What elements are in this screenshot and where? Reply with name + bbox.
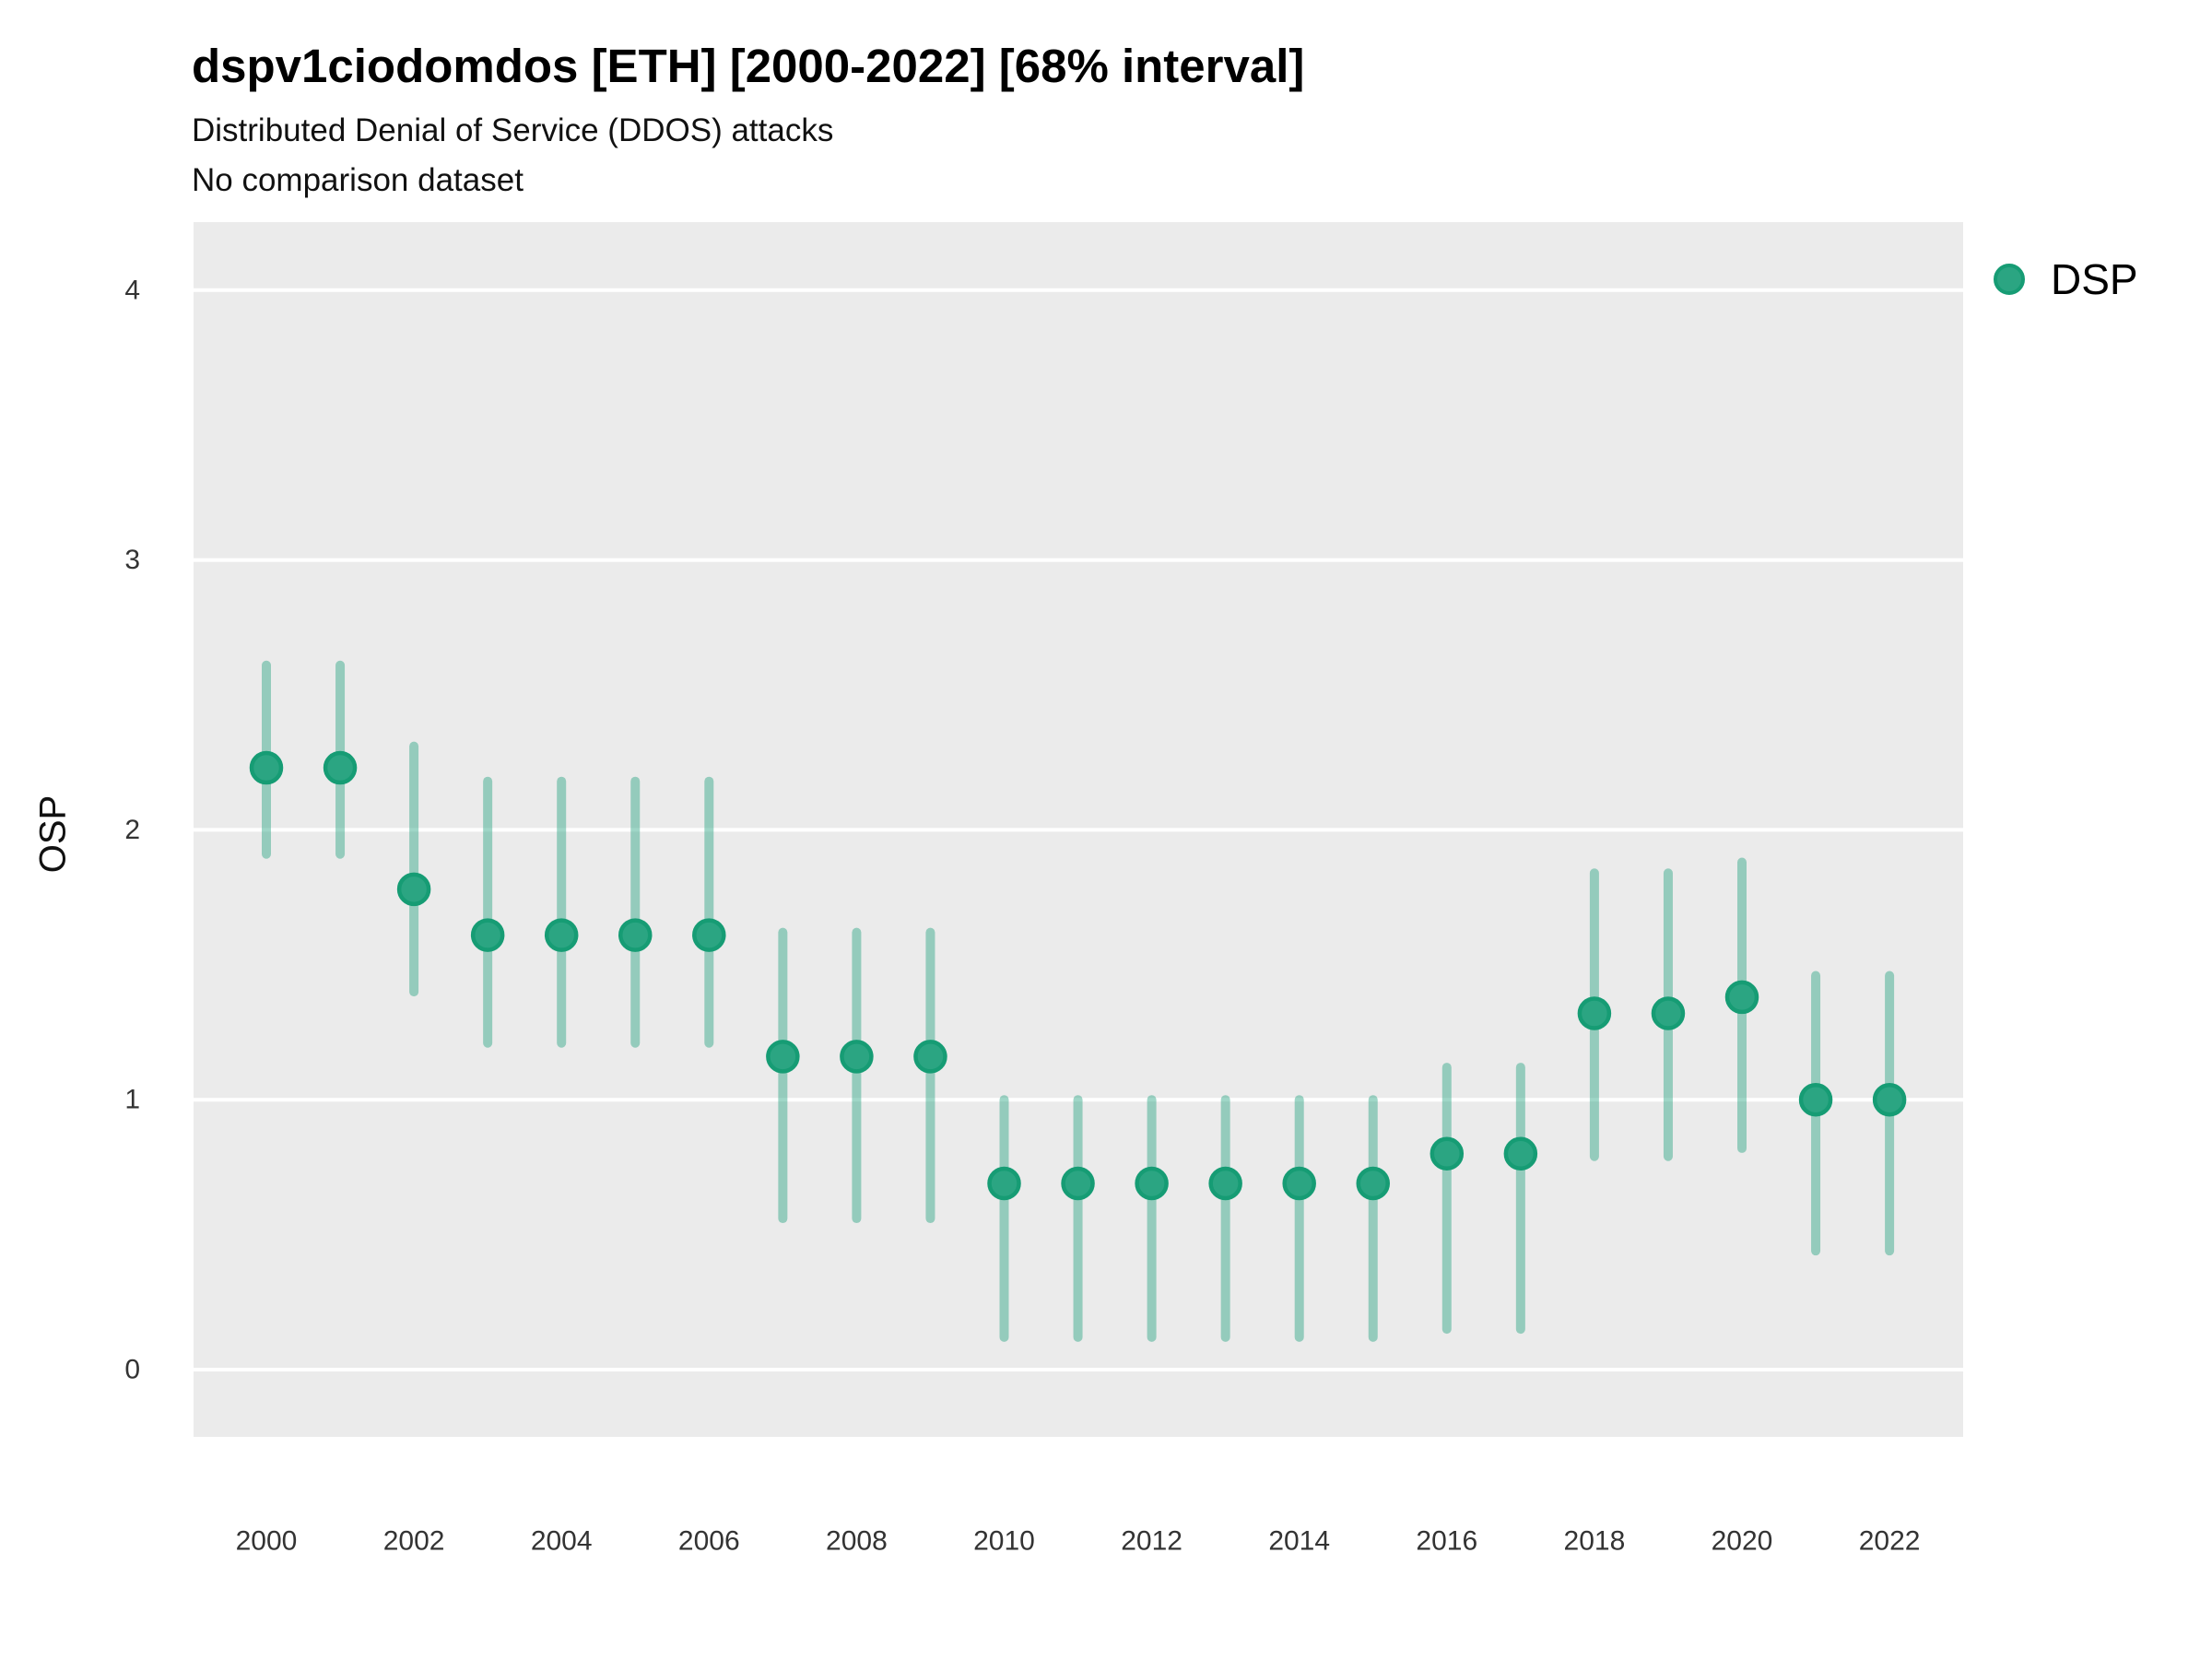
chart-note: No comparison dataset [192,162,524,198]
point-2006 [692,918,726,952]
x-tick-2018: 2018 [1564,1526,1626,1557]
point-2018 [1577,996,1612,1030]
point-2005 [618,918,653,952]
point-2008 [840,1040,874,1074]
y-tick-3: 3 [124,545,140,575]
y-tick-4: 4 [124,275,140,305]
point-2013 [1208,1166,1242,1201]
x-tick-2014: 2014 [1268,1526,1330,1557]
legend: DSP [1994,254,2138,304]
x-tick-2006: 2006 [678,1526,740,1557]
x-tick-2020: 2020 [1712,1526,1773,1557]
point-2001 [323,750,358,785]
point-2014 [1282,1166,1316,1201]
legend-circle-icon [1994,264,2025,295]
x-tick-2022: 2022 [1859,1526,1921,1557]
point-2022 [1872,1082,1907,1117]
point-2002 [396,872,431,907]
point-2004 [544,918,579,952]
point-2012 [1135,1166,1169,1201]
x-tick-2004: 2004 [531,1526,593,1557]
point-2021 [1798,1082,1833,1117]
point-2017 [1503,1136,1538,1171]
x-tick-2000: 2000 [236,1526,298,1557]
x-tick-2016: 2016 [1416,1526,1477,1557]
y-tick-0: 0 [124,1355,140,1385]
chart-title: dspv1ciodomdos [ETH] [2000-2022] [68% in… [192,40,1305,92]
point-2007 [766,1040,800,1074]
y-tick-2: 2 [124,815,140,845]
point-2015 [1356,1166,1390,1201]
point-2010 [987,1166,1021,1201]
point-2019 [1651,996,1686,1030]
point-2016 [1430,1136,1465,1171]
legend-label: DSP [2051,255,2138,303]
point-2009 [913,1040,947,1074]
x-tick-2012: 2012 [1121,1526,1182,1557]
point-2000 [249,750,284,785]
point-2011 [1061,1166,1095,1201]
y-tick-1: 1 [124,1085,140,1115]
x-tick-2002: 2002 [383,1526,445,1557]
x-tick-2010: 2010 [973,1526,1035,1557]
point-2020 [1724,980,1759,1015]
chart-subtitle: Distributed Denial of Service (DDOS) att… [192,112,834,148]
point-2003 [470,918,505,952]
x-tick-2008: 2008 [826,1526,888,1557]
